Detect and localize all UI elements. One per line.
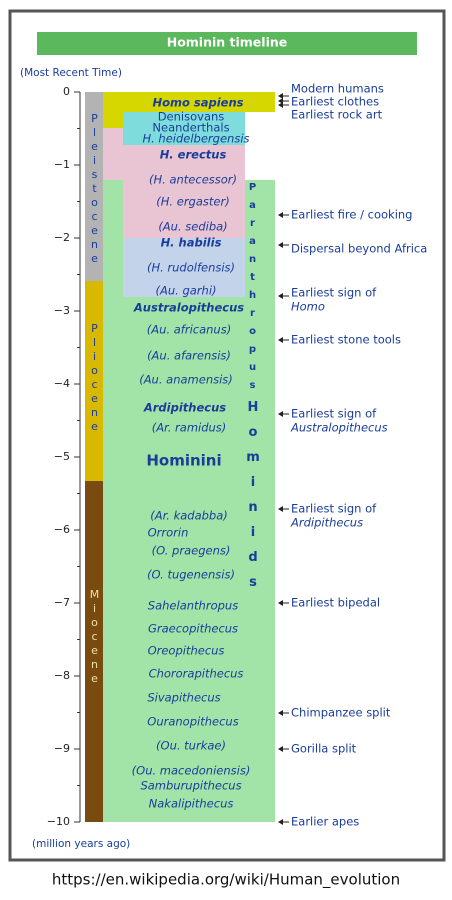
pliocene-band (85, 281, 103, 481)
event-arrowhead (278, 819, 283, 825)
axis-bottom-label: (million years ago) (32, 838, 130, 850)
tick-label: −8 (54, 669, 70, 682)
event-label: Earliest fire / cooking (291, 208, 412, 222)
event-arrowhead (278, 506, 283, 512)
taxon-label: Orrorin (148, 526, 189, 540)
taxon-label: (H. rudolfensis) (147, 261, 235, 275)
taxon-label: Ardipithecus (143, 401, 226, 415)
event-arrowhead (278, 93, 283, 99)
event-label: Earliest bipedal (291, 596, 380, 610)
tick-label: −2 (54, 231, 70, 244)
column-label: Hominids (246, 400, 261, 600)
taxon-label: Chororapithecus (149, 667, 244, 681)
taxon-label: (Au. africanus) (147, 323, 231, 337)
tick-label: −7 (54, 596, 70, 609)
event-arrowhead (278, 411, 283, 417)
habilis-field (123, 238, 245, 297)
taxon-label: (Au. afarensis) (147, 349, 231, 363)
taxon-label: Sahelanthropus (148, 599, 238, 613)
taxon-label: Neanderthals (152, 121, 229, 135)
event-arrowhead (278, 710, 283, 716)
taxon-label: (H. antecessor) (149, 173, 237, 187)
event-label: Earliest rock art (291, 108, 383, 122)
event-arrowhead (278, 293, 283, 299)
title: Hominin timeline (167, 35, 288, 50)
event-label: Earliest sign of (291, 286, 377, 300)
event-taxon: Australopithecus (290, 421, 388, 435)
event-label: Earliest stone tools (291, 333, 401, 347)
title-bar (37, 32, 417, 55)
taxon-label: Denisovans (158, 110, 225, 124)
event-arrowhead (278, 212, 283, 218)
taxon-label: (Au. garhi) (156, 284, 217, 298)
tick-label: −4 (54, 377, 70, 390)
event-arrowhead (278, 746, 283, 752)
sapiens-field (103, 92, 275, 112)
column-label: Paranthropus (247, 182, 258, 398)
taxon-label: (Ou. turkae) (156, 739, 226, 753)
event-arrowhead (278, 242, 283, 248)
taxon-label: Hominini (146, 452, 221, 470)
tick-label: −1 (54, 158, 70, 171)
event-arrowhead (278, 98, 283, 104)
event-label: Earliest clothes (291, 95, 379, 109)
taxon-label: (Au. sediba) (158, 220, 227, 234)
taxon-label: (O. praegens) (152, 544, 231, 558)
event-arrowhead (278, 337, 283, 343)
taxon-label: (Ar. kadabba) (150, 509, 228, 523)
event-label: Earlier apes (291, 815, 359, 829)
source-url: https://en.wikipedia.org/wiki/Human_evol… (52, 871, 400, 890)
taxon-label: (O. tugenensis) (147, 568, 235, 582)
event-arrowhead (278, 600, 283, 606)
tick-label: −10 (47, 815, 70, 828)
tick-label: −9 (54, 742, 70, 755)
axis-top-label: (Most Recent Time) (20, 67, 122, 79)
event-label: Earliest sign of (291, 502, 377, 516)
taxon-label: Homo sapiens (152, 96, 243, 110)
taxon-label: (Ar. ramidus) (152, 421, 227, 435)
homo-field (103, 112, 123, 180)
taxon-label: H. heidelbergensis (142, 132, 249, 146)
tick-label: −5 (54, 450, 70, 463)
event-arrowhead (278, 102, 283, 108)
tick-label: 0 (63, 85, 70, 98)
event-label: Chimpanzee split (291, 706, 391, 720)
tick-label: −6 (54, 523, 70, 536)
event-label: Dispersal beyond Africa (291, 242, 427, 256)
event-taxon: Homo (291, 300, 325, 314)
taxon-label: Samburupithecus (140, 779, 241, 793)
archaic-field (123, 112, 245, 145)
taxon-label: H. habilis (161, 236, 222, 250)
taxon-label: Oreopithecus (148, 644, 225, 658)
taxon-label: Nakalipithecus (149, 797, 234, 811)
event-taxon: Ardipithecus (290, 516, 363, 530)
taxon-label: H. erectus (160, 148, 227, 162)
taxon-label: (H. ergaster) (156, 195, 229, 209)
epoch-label: Pleistocene (88, 112, 101, 266)
taxon-label: (Ou. macedoniensis) (132, 764, 251, 778)
homo-field (123, 145, 245, 238)
taxon-label: (Au. anamensis) (139, 373, 233, 387)
taxon-label: Sivapithecus (147, 691, 220, 705)
epoch-label: Miocene (88, 588, 101, 686)
miocene-band (85, 481, 103, 822)
pleistocene-band (85, 92, 103, 281)
taxon-label: Ouranopithecus (147, 715, 238, 729)
tick-label: −3 (54, 304, 70, 317)
taxon-label: Graecopithecus (148, 622, 238, 636)
sapiens-field (103, 112, 123, 128)
epoch-label: Pliocene (88, 322, 101, 434)
event-label: Gorilla split (291, 742, 357, 756)
event-label: Earliest sign of (291, 407, 377, 421)
event-label: Modern humans (291, 82, 384, 96)
taxon-label: Australopithecus (133, 301, 244, 315)
